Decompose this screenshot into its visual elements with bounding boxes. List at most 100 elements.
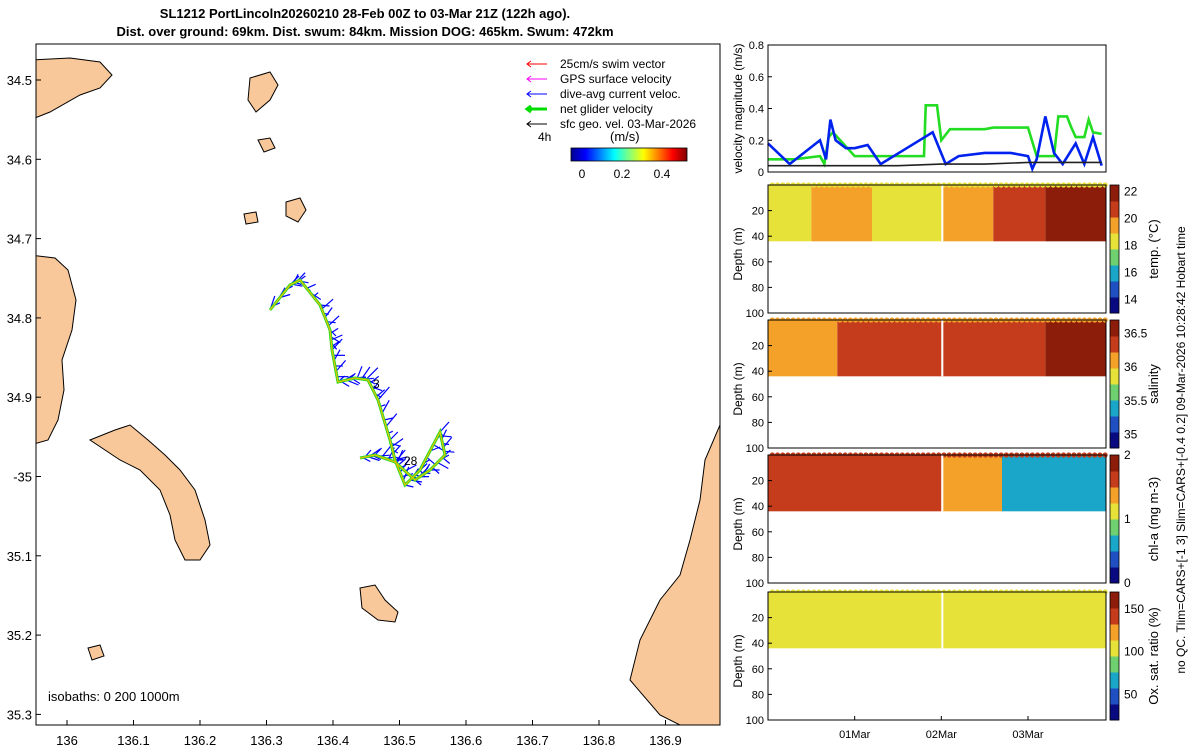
time-tick-label: 03Mar [1012, 729, 1044, 741]
current-vector [327, 315, 340, 327]
lon-tick-label: 136.3 [250, 733, 283, 748]
depth-tick-label: 20 [752, 613, 764, 625]
colorbar-tick-label: 35 [1124, 428, 1138, 442]
current-vector [397, 458, 406, 466]
time-axis: 01Mar 02Mar 03Mar [839, 716, 1044, 741]
heatmap-panel-chla: 20 40 60 80 100 Depth (m) 0 1 2 chl-a (mg m-3) [731, 448, 1161, 590]
lat-tick-label: -35 [13, 470, 32, 485]
heatmap-panel-oxsatratio: 20 40 60 80 100 Depth (m) 50 100 150 Ox. sat. rat… [731, 589, 1161, 727]
heatmap-frame [767, 184, 1107, 314]
colorbar-segment [1110, 368, 1119, 385]
depth-tick-label: 80 [752, 282, 764, 294]
colorbar-segment [1110, 265, 1119, 282]
current-vector [330, 334, 343, 341]
colorbar-label: chl-a (mg m-3) [1146, 477, 1161, 562]
lat-tick-label: 35.2 [7, 628, 32, 643]
colorbar-segment [1110, 487, 1119, 504]
land-island-small-c [285, 197, 307, 223]
colorbar-segment [1110, 320, 1119, 337]
heatmap-panel-salinity: 20 40 60 80 100 Depth (m) 35 35.5 36 36.5 salinity [731, 317, 1161, 455]
land-island-tiny-3 [87, 644, 105, 661]
colorbar-segment [1110, 567, 1119, 584]
colorbar-frame [1109, 454, 1120, 584]
current-vector [369, 375, 380, 384]
current-vector [440, 435, 452, 438]
depth-ylabel: Depth (m) [731, 634, 745, 687]
colorbar-label: Ox. sat. ratio (%) [1146, 607, 1161, 705]
heatmap-cell [1054, 455, 1106, 512]
legend-time-label: 4h [538, 130, 551, 144]
legend-label: 25cm/s swim vector [560, 57, 665, 71]
velocity-ytick-label: 0.4 [749, 104, 764, 116]
colorbar-segment [1110, 455, 1119, 472]
lon-tick-label: 136.1 [117, 733, 150, 748]
heatmap-frame [767, 454, 1107, 584]
depth-tick-label: 60 [752, 257, 764, 269]
lat-tick-label: 34.7 [7, 232, 32, 247]
heatmap-cell [941, 185, 994, 242]
current-vector [391, 438, 404, 448]
land-island-tiny-2 [243, 211, 259, 225]
colorbar-tick-label: 36 [1124, 360, 1138, 374]
data-gap [941, 320, 944, 377]
heatmap-cell [768, 592, 1106, 649]
colorbar-segment [1110, 400, 1119, 417]
current-vector [331, 338, 343, 351]
colorbar-segment [1110, 656, 1119, 673]
heatmap-cell [846, 455, 942, 512]
velocity-colorbar [570, 147, 688, 162]
legend-label: sfc geo. vel. 03-Mar-2026 [560, 117, 696, 131]
colorbar-segment [1110, 432, 1119, 449]
colorbar-tick-0.4: 0.4 [654, 167, 671, 181]
heatmap-cell [837, 320, 942, 377]
chart-title-line2: Dist. over ground: 69km. Dist. swum: 84k… [116, 24, 614, 39]
velocity-series-line [767, 116, 1103, 173]
heatmap-cell [1002, 320, 1046, 377]
isobaths-label: isobaths: 0 200 1000m [48, 689, 180, 704]
time-tick-label: 02Mar [926, 729, 958, 741]
lon-tick-label: 136 [56, 733, 78, 748]
lat-tick-label: 35.3 [7, 707, 32, 722]
colorbar-tick-0: 0 [579, 167, 586, 181]
depth-tick-label: 80 [752, 417, 764, 429]
colorbar-segment [1110, 608, 1119, 625]
colorbar-tick-label: 22 [1124, 185, 1138, 199]
colorbar-segment [1110, 704, 1119, 721]
depth-tick-label: 60 [752, 664, 764, 676]
lon-tick-label: 136.9 [649, 733, 682, 748]
data-gap [941, 455, 944, 512]
track-label-3: 3 [373, 377, 380, 391]
lat-tick-label: 35.1 [7, 549, 32, 564]
colorbar-tick-label: 35.5 [1124, 394, 1148, 408]
current-vector [375, 389, 386, 398]
current-vector [401, 473, 414, 478]
land-island-small-n [247, 71, 279, 113]
velocity-ytick-label: 0 [758, 167, 764, 179]
depth-tick-label: 100 [746, 308, 764, 320]
colorbar-frame [1109, 591, 1120, 721]
colorbar-tick-label: 16 [1124, 266, 1138, 280]
colorbar-tick-label: 18 [1124, 239, 1138, 253]
colorbar-tick-label: 36.5 [1124, 326, 1148, 340]
colorbar-tick-label: 50 [1124, 687, 1138, 701]
colorbar-tick-label: 0 [1124, 576, 1131, 590]
colorbar-segment [1110, 249, 1119, 266]
time-tick-label: 01Mar [839, 729, 871, 741]
heatmap-cell [768, 320, 838, 377]
velocity-ytick-label: 0.8 [749, 40, 764, 52]
lon-tick-label: 136.2 [184, 733, 217, 748]
velocity-ytick-label: 0.2 [749, 135, 764, 147]
depth-ylabel: Depth (m) [731, 497, 745, 550]
current-vector [377, 386, 390, 401]
legend-arrowhead [526, 60, 532, 68]
depth-tick-label: 60 [752, 392, 764, 404]
current-vector [306, 283, 316, 289]
heatmap-frame [767, 319, 1107, 449]
colorbar-segment [1110, 352, 1119, 369]
chart-title-line1: SL1212 PortLincoln20260210 28-Feb 00Z to… [159, 6, 571, 21]
current-vector [426, 456, 436, 465]
current-vector [404, 464, 417, 472]
current-vector [321, 298, 334, 310]
colorbar-tick-label: 150 [1124, 602, 1144, 616]
